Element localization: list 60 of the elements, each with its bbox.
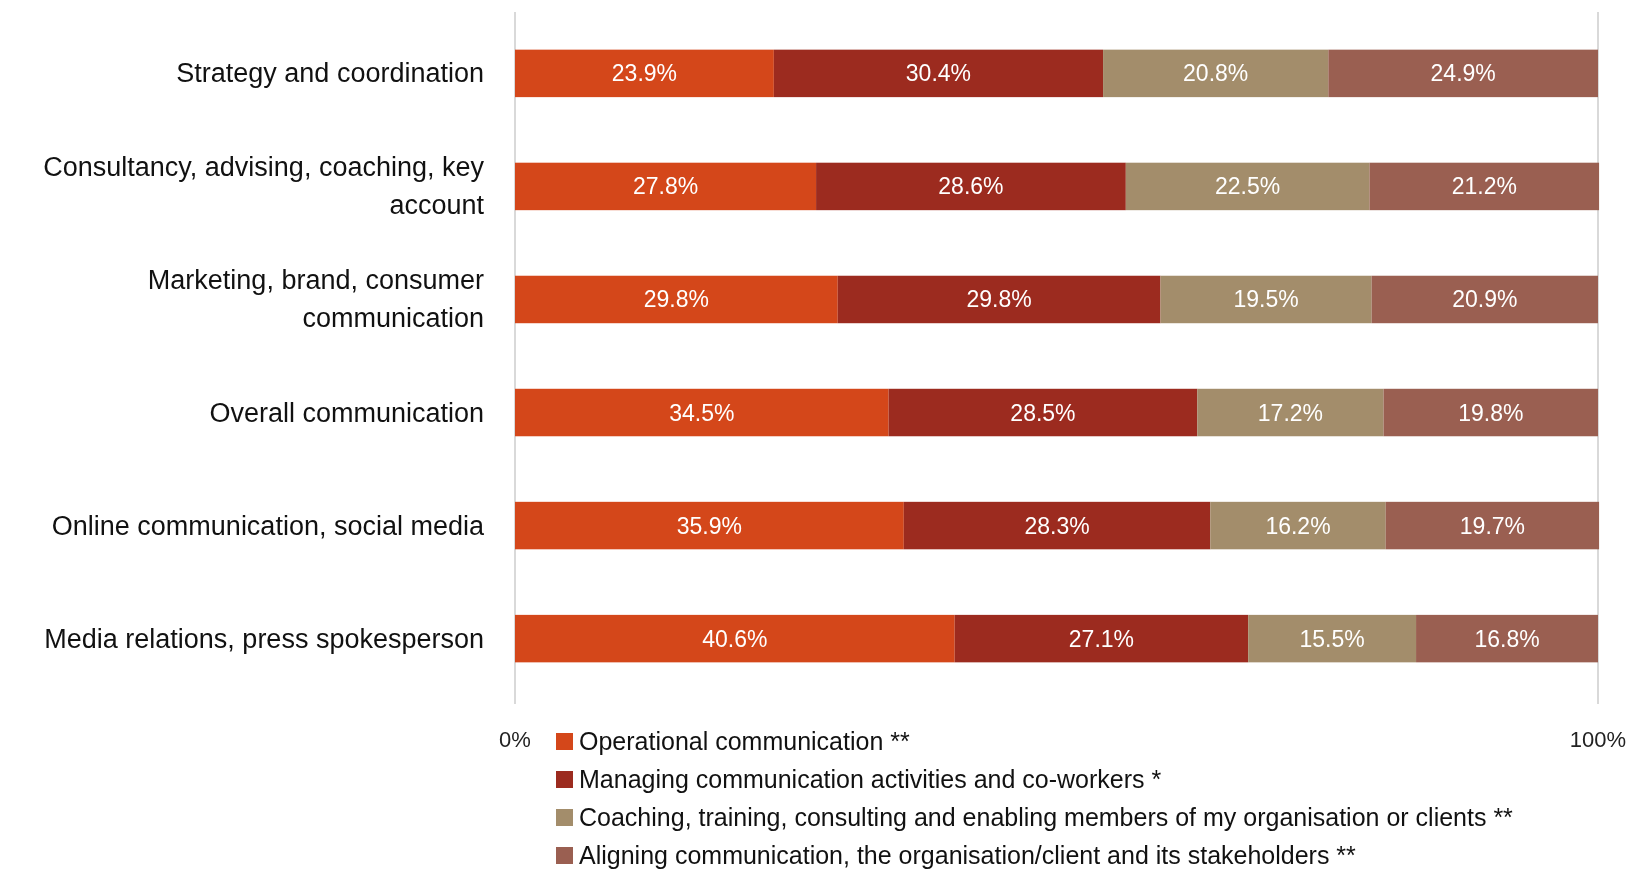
y-tick-label: Strategy and coordination [176,58,484,89]
y-tick-label: Media relations, press spokesperson [44,623,484,654]
data-label: 21.2% [1451,173,1517,200]
bar [1383,388,1598,437]
bar [954,614,1249,663]
bar [515,49,774,98]
x-tick-label: 0% [499,727,531,752]
bar [515,614,955,663]
data-label: 24.9% [1430,60,1496,87]
data-label: 27.8% [632,173,699,200]
data-label: 40.6% [702,625,768,652]
legend-label: Operational communication ** [579,727,910,755]
bar [1125,162,1370,211]
data-label: 17.2% [1257,399,1324,426]
bar [816,162,1126,211]
bar [1371,275,1598,324]
data-label: 28.6% [938,173,1004,200]
y-tick-label: Consultancy, advising, coaching, key account [43,152,485,221]
data-label: 30.4% [905,60,972,87]
bar [1385,501,1600,550]
bar [1416,614,1598,663]
bar [515,162,817,211]
data-label: 23.9% [611,60,678,87]
data-label: 19.5% [1233,286,1299,313]
bar [1248,614,1417,663]
bar [903,501,1211,550]
data-label: 20.9% [1452,286,1518,313]
bar [515,501,904,550]
y-tick-label: Online communication, social media [51,510,485,541]
data-label: 19.7% [1459,512,1526,539]
bar [1197,388,1384,437]
bar [515,388,889,437]
bar [1210,501,1386,550]
bar [515,275,838,324]
data-label: 22.5% [1215,173,1281,200]
data-label: 28.3% [1024,512,1090,539]
legend-label: Aligning communication, the organisation/client and its stakeholders ** [579,841,1357,869]
legend-label: Managing communication activities and co-workers * [579,765,1162,793]
bar [1328,49,1598,98]
data-label: 16.8% [1474,625,1540,652]
data-label: 16.2% [1265,512,1331,539]
bar [1369,162,1600,211]
data-label: 28.5% [1010,399,1076,426]
data-label: 20.8% [1183,60,1249,87]
data-label: 19.8% [1458,399,1524,426]
x-tick-label: 100% [1569,727,1627,752]
data-label: 29.8% [966,286,1032,313]
bar [888,388,1198,437]
data-label: 35.9% [676,512,743,539]
legend-label: Coaching, training, consulting and enabling members of my organisation or clients ** [579,803,1514,831]
data-label: 34.5% [669,399,735,426]
data-label: 15.5% [1299,625,1365,652]
bar [773,49,1104,98]
data-label: 27.1% [1068,625,1135,652]
bar [837,275,1161,324]
y-tick-label: Marketing, brand, consumer communication [147,265,485,334]
y-tick-label: Overall communication [209,397,484,428]
data-label: 29.8% [643,286,709,313]
bar [1103,49,1329,98]
bar [1160,275,1372,324]
